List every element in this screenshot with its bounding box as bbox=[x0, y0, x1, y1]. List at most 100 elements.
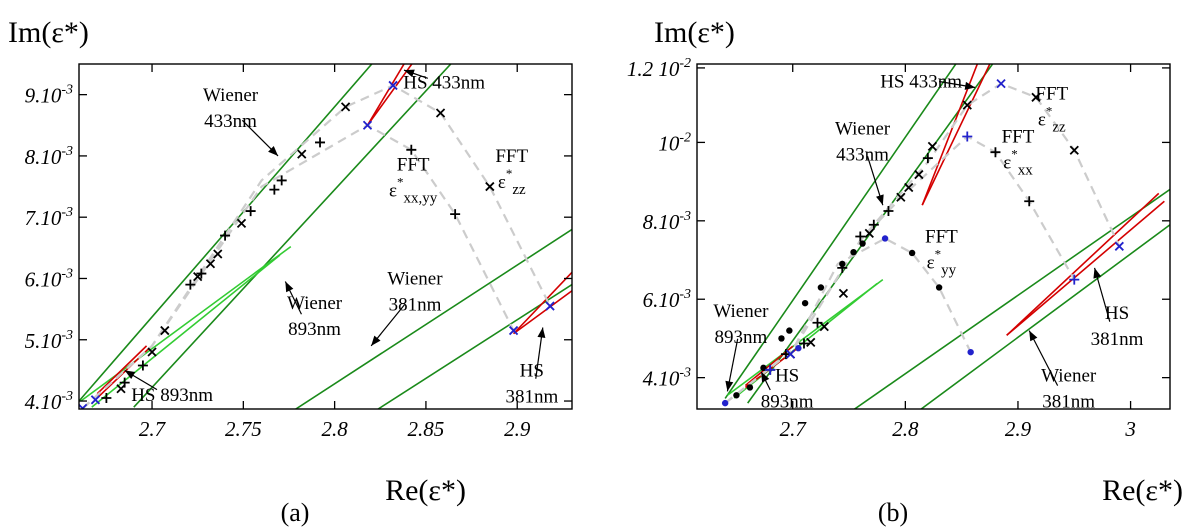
point-εzz-3 bbox=[193, 272, 203, 282]
point-blue-plus-0 bbox=[765, 364, 776, 375]
point-εxx,yy-7 bbox=[269, 184, 280, 195]
point-εyy-11 bbox=[935, 284, 943, 291]
annotation-text: FFT bbox=[1035, 83, 1068, 104]
point-εyy-3 bbox=[778, 335, 785, 342]
fft-path-εxx bbox=[724, 135, 1076, 404]
annotation-text: HS bbox=[1105, 303, 1129, 324]
annotation-text: Wiener bbox=[835, 119, 891, 140]
wiener-433nm-bound-0 bbox=[724, 64, 957, 399]
point-εxx,yy-3 bbox=[185, 279, 196, 290]
annotation-text: ε*xx,yy bbox=[389, 175, 438, 207]
point-εzz-9 bbox=[435, 108, 446, 118]
annotation-text: 381nm bbox=[389, 295, 442, 316]
point-blue-cross-1 bbox=[996, 78, 1006, 89]
hs-433nm-bound-0 bbox=[921, 64, 979, 206]
annotation-text: 893nm bbox=[288, 319, 341, 340]
annotation-text: Wiener bbox=[287, 293, 343, 314]
point-blue-4 bbox=[508, 325, 519, 336]
annotation-arrowhead bbox=[1029, 330, 1038, 342]
fft-path-εzz bbox=[81, 84, 552, 409]
point-blue-1 bbox=[90, 395, 101, 405]
point-εzz-8 bbox=[340, 102, 351, 112]
point-εzz-7 bbox=[297, 149, 307, 159]
panel-a-label: (a) bbox=[281, 498, 310, 527]
point-εzz-9 bbox=[962, 100, 972, 110]
annotation-text: HS 433nm bbox=[403, 73, 485, 94]
point-εyy-8 bbox=[850, 248, 857, 256]
point-εzz-0 bbox=[116, 384, 126, 394]
point-εzz-1 bbox=[147, 347, 157, 357]
panel-b-ylabel: Im(ε*) bbox=[654, 16, 735, 49]
hs-381nm-bound-1 bbox=[513, 290, 572, 335]
wiener-893nm-bound-0 bbox=[80, 245, 292, 402]
point-εxx,yy-8 bbox=[276, 175, 287, 186]
wiener-381nm-bound-1 bbox=[919, 224, 1170, 409]
annotation-text: HS 893nm bbox=[131, 385, 213, 406]
point-blue-dot-0 bbox=[721, 399, 729, 407]
annotation-text: ε*zz bbox=[498, 166, 526, 198]
annotation-text: ε*xx bbox=[1003, 146, 1033, 178]
panel-b-label: (b) bbox=[878, 498, 908, 527]
point-εyy-10 bbox=[908, 249, 916, 257]
point-εzz-6 bbox=[236, 218, 247, 228]
hs-381nm-bound-1 bbox=[1006, 200, 1165, 336]
annotation-text: 381nm bbox=[505, 387, 558, 408]
annotation-text: 433nm bbox=[204, 111, 257, 132]
annotation-text: HS bbox=[520, 361, 544, 382]
panel-b-xlabel: Re(ε*) bbox=[1102, 474, 1183, 507]
point-εzz-10 bbox=[1031, 92, 1041, 102]
point-εzz-7 bbox=[914, 169, 924, 180]
point-εxx-4 bbox=[837, 262, 848, 273]
panel-a-ylabel: Im(ε*) bbox=[8, 16, 89, 49]
point-εxx,yy-0 bbox=[101, 392, 112, 403]
annotation-text: 381nm bbox=[1091, 329, 1144, 350]
x-tick-label: 2.75 bbox=[225, 417, 262, 441]
point-εxx-2 bbox=[798, 338, 809, 349]
point-blue-plus-2 bbox=[1069, 274, 1080, 285]
point-blue-cross-0 bbox=[785, 349, 796, 359]
annotation-arrowhead bbox=[404, 69, 415, 78]
wiener-433nm-bound-1 bbox=[133, 64, 452, 408]
x-tick-label: 2.8 bbox=[322, 417, 349, 441]
hs-893nm-bound-0 bbox=[744, 345, 794, 387]
annotation-arrow bbox=[1028, 330, 1059, 386]
plot-area bbox=[721, 64, 1170, 409]
point-εxx,yy-5 bbox=[220, 230, 231, 241]
annotation-arrowhead bbox=[964, 81, 976, 90]
panel-b: 2.7 2.8 2.9 3 4.10-3 6.10-3 8.10-3 10-2 1.2 10-2… bbox=[627, 56, 1171, 441]
point-blue-dot-3 bbox=[967, 348, 974, 356]
annotation-text: Wiener bbox=[713, 301, 769, 322]
x-tick-label: 2.85 bbox=[408, 417, 445, 441]
annotation-text: 433nm bbox=[836, 145, 889, 166]
point-εxx,yy-9 bbox=[315, 137, 326, 148]
point-εzz-11 bbox=[1069, 145, 1079, 155]
point-blue-5 bbox=[545, 301, 555, 311]
point-εxx-5 bbox=[855, 231, 866, 242]
y-tick-label: 1.2 10-2 bbox=[627, 56, 691, 81]
annotation-arrowhead bbox=[725, 380, 734, 392]
annotation-text: ε*zz bbox=[1038, 103, 1066, 135]
annotation-arrowhead bbox=[268, 146, 279, 156]
point-εzz-2 bbox=[160, 325, 170, 336]
point-εzz-2 bbox=[819, 322, 829, 332]
point-εxx,yy-11 bbox=[450, 209, 461, 220]
x-tick-label: 2.9 bbox=[1005, 417, 1032, 441]
annotation-text: FFT bbox=[397, 155, 430, 176]
x-tick-label: 3 bbox=[1124, 417, 1136, 441]
point-εxx-7 bbox=[883, 206, 894, 217]
y-tick-label: 6.10-3 bbox=[643, 287, 691, 312]
annotation-text: 381nm bbox=[1042, 392, 1095, 413]
point-εxx-9 bbox=[990, 147, 1001, 158]
point-εyy-0 bbox=[733, 392, 740, 399]
annotation-arrowhead bbox=[1093, 267, 1102, 279]
annotation-text: FFT bbox=[1002, 126, 1035, 147]
plot-frame bbox=[696, 63, 1171, 410]
hs-381nm-bound-0 bbox=[1006, 192, 1160, 336]
annotation-text: FFT bbox=[925, 226, 958, 247]
point-εxx,yy-6 bbox=[245, 206, 256, 217]
hs-433nm-bound-1 bbox=[366, 64, 413, 126]
point-blue-plus-1 bbox=[962, 131, 973, 142]
point-εyy-2 bbox=[760, 364, 767, 372]
point-blue-2 bbox=[362, 120, 373, 130]
